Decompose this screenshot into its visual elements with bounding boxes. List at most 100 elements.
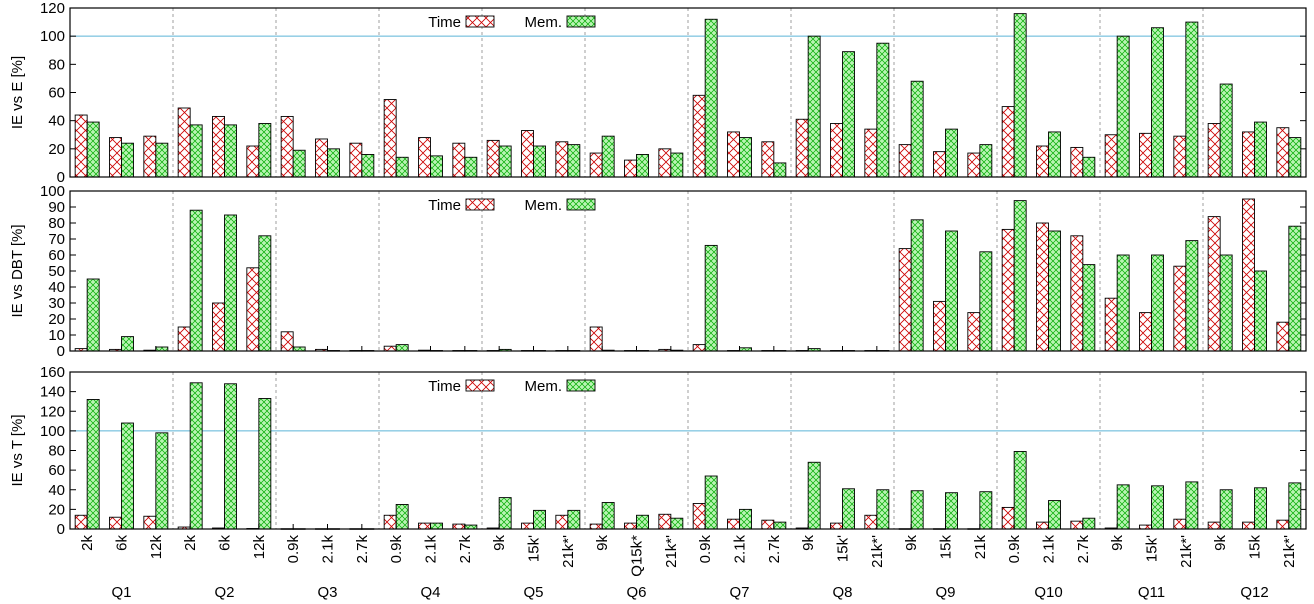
legend: Time Mem.: [428, 197, 596, 214]
bar-time: [280, 331, 294, 352]
y-tick-label: 80: [48, 215, 65, 232]
bar-mem: [361, 154, 375, 178]
y-tick-label: 120: [40, 403, 65, 420]
bar-mem: [945, 492, 958, 530]
plot-frame: [69, 371, 1307, 530]
bar-time: [692, 503, 706, 530]
x-category-label: 21k*': [869, 535, 886, 568]
bar-mem: [1185, 481, 1199, 530]
x-category-label: 15k: [938, 535, 955, 560]
x-group-label: Q6: [626, 584, 646, 601]
legend: Time Mem.: [428, 14, 596, 31]
x-category-label: 12k: [148, 535, 165, 560]
bar-mem: [395, 156, 409, 178]
bar-time: [933, 151, 946, 178]
y-tick-label: 0: [57, 169, 65, 186]
bar-mem: [498, 145, 512, 178]
y-axis-title: IE vs E [%]: [9, 56, 26, 129]
bar-time: [1173, 518, 1187, 530]
x-group-label: Q3: [317, 584, 337, 601]
bar-mem: [1048, 500, 1061, 530]
bar-time: [933, 300, 946, 352]
x-group-label: Q9: [935, 584, 955, 601]
legend-swatch-mem: [566, 379, 596, 392]
bar-time: [727, 518, 740, 530]
bar-time: [143, 515, 157, 530]
x-category-label: 2k: [182, 535, 199, 551]
bar-time: [1173, 135, 1187, 178]
bar-time: [452, 523, 466, 530]
panel-1: 0 20 40 60 80 100 120 IE vs E [%] Time Mem.: [9, 0, 1307, 186]
bar-mem: [1048, 230, 1061, 352]
y-tick-label: 20: [48, 311, 65, 328]
bar-time: [383, 99, 397, 178]
x-category-label: 21k*': [560, 535, 577, 568]
bar-time: [1001, 228, 1015, 352]
x-category-label: 12k: [251, 535, 268, 560]
bar-mem: [1082, 156, 1096, 178]
bar-mem: [1013, 451, 1027, 530]
bar-mem: [807, 35, 821, 178]
bar-mem: [910, 219, 924, 352]
x-group-label: Q12: [1240, 584, 1268, 601]
bar-time: [589, 326, 603, 352]
bar-mem: [876, 489, 890, 530]
bar-mem: [979, 491, 993, 530]
bar-time: [1036, 145, 1049, 178]
bar-time: [1207, 216, 1221, 352]
bar-time: [452, 142, 466, 178]
x-category-label: 0.9k: [388, 535, 405, 564]
y-tick-label: 60: [48, 247, 65, 264]
y-tick-label: 70: [48, 231, 65, 248]
y-tick-label: 160: [40, 364, 65, 381]
legend-swatch-time: [465, 15, 495, 28]
bar-mem: [121, 422, 134, 530]
x-group-label: Q1: [111, 584, 131, 601]
bar-time: [967, 152, 981, 178]
bar-time: [212, 115, 225, 178]
x-category-label: 15k': [526, 535, 543, 562]
bar-time: [315, 138, 328, 178]
bar-mem: [636, 154, 649, 178]
bar-time: [486, 139, 500, 178]
bar-mem: [1048, 131, 1061, 178]
x-category-label: 9k: [594, 535, 611, 551]
bar-time: [1242, 521, 1255, 530]
y-tick-label: 40: [48, 113, 65, 130]
bar-time: [967, 312, 981, 352]
y-tick-label: 60: [48, 462, 65, 479]
legend-label-mem: Mem.: [525, 197, 563, 214]
bar-time: [589, 523, 603, 530]
x-group-label: Q7: [729, 584, 749, 601]
y-tick-label: 80: [48, 443, 65, 460]
x-category-label: 2.7k: [457, 535, 474, 564]
x-category-label: 2.7k: [766, 535, 783, 564]
bar-mem: [86, 121, 100, 178]
bar-time: [624, 159, 637, 178]
y-axis-title: IE vs T [%]: [9, 415, 26, 487]
bar-time: [212, 302, 225, 352]
x-category-label: 2.1k: [320, 535, 337, 564]
bar-mem: [86, 399, 100, 530]
bar-mem: [1219, 254, 1233, 352]
bar-time: [555, 141, 569, 178]
bar-mem: [155, 432, 169, 530]
bar-time: [761, 519, 775, 530]
bar-mem: [464, 156, 478, 178]
x-group-label: Q11: [1138, 584, 1165, 601]
bar-mem: [704, 18, 718, 178]
legend-label-time: Time: [428, 14, 461, 31]
y-tick-label: 0: [57, 343, 65, 360]
bar-mem: [430, 522, 443, 530]
bar-time: [1070, 235, 1084, 352]
bar-time: [624, 522, 637, 530]
bar-mem: [1151, 485, 1164, 530]
y-tick-label: 80: [48, 56, 65, 73]
y-tick-label: 50: [48, 263, 65, 280]
bar-time: [143, 135, 157, 178]
x-category-label: 6k: [114, 535, 131, 551]
bar-mem: [773, 162, 787, 178]
x-group-label: Q8: [832, 584, 852, 601]
bar-mem: [567, 509, 581, 530]
